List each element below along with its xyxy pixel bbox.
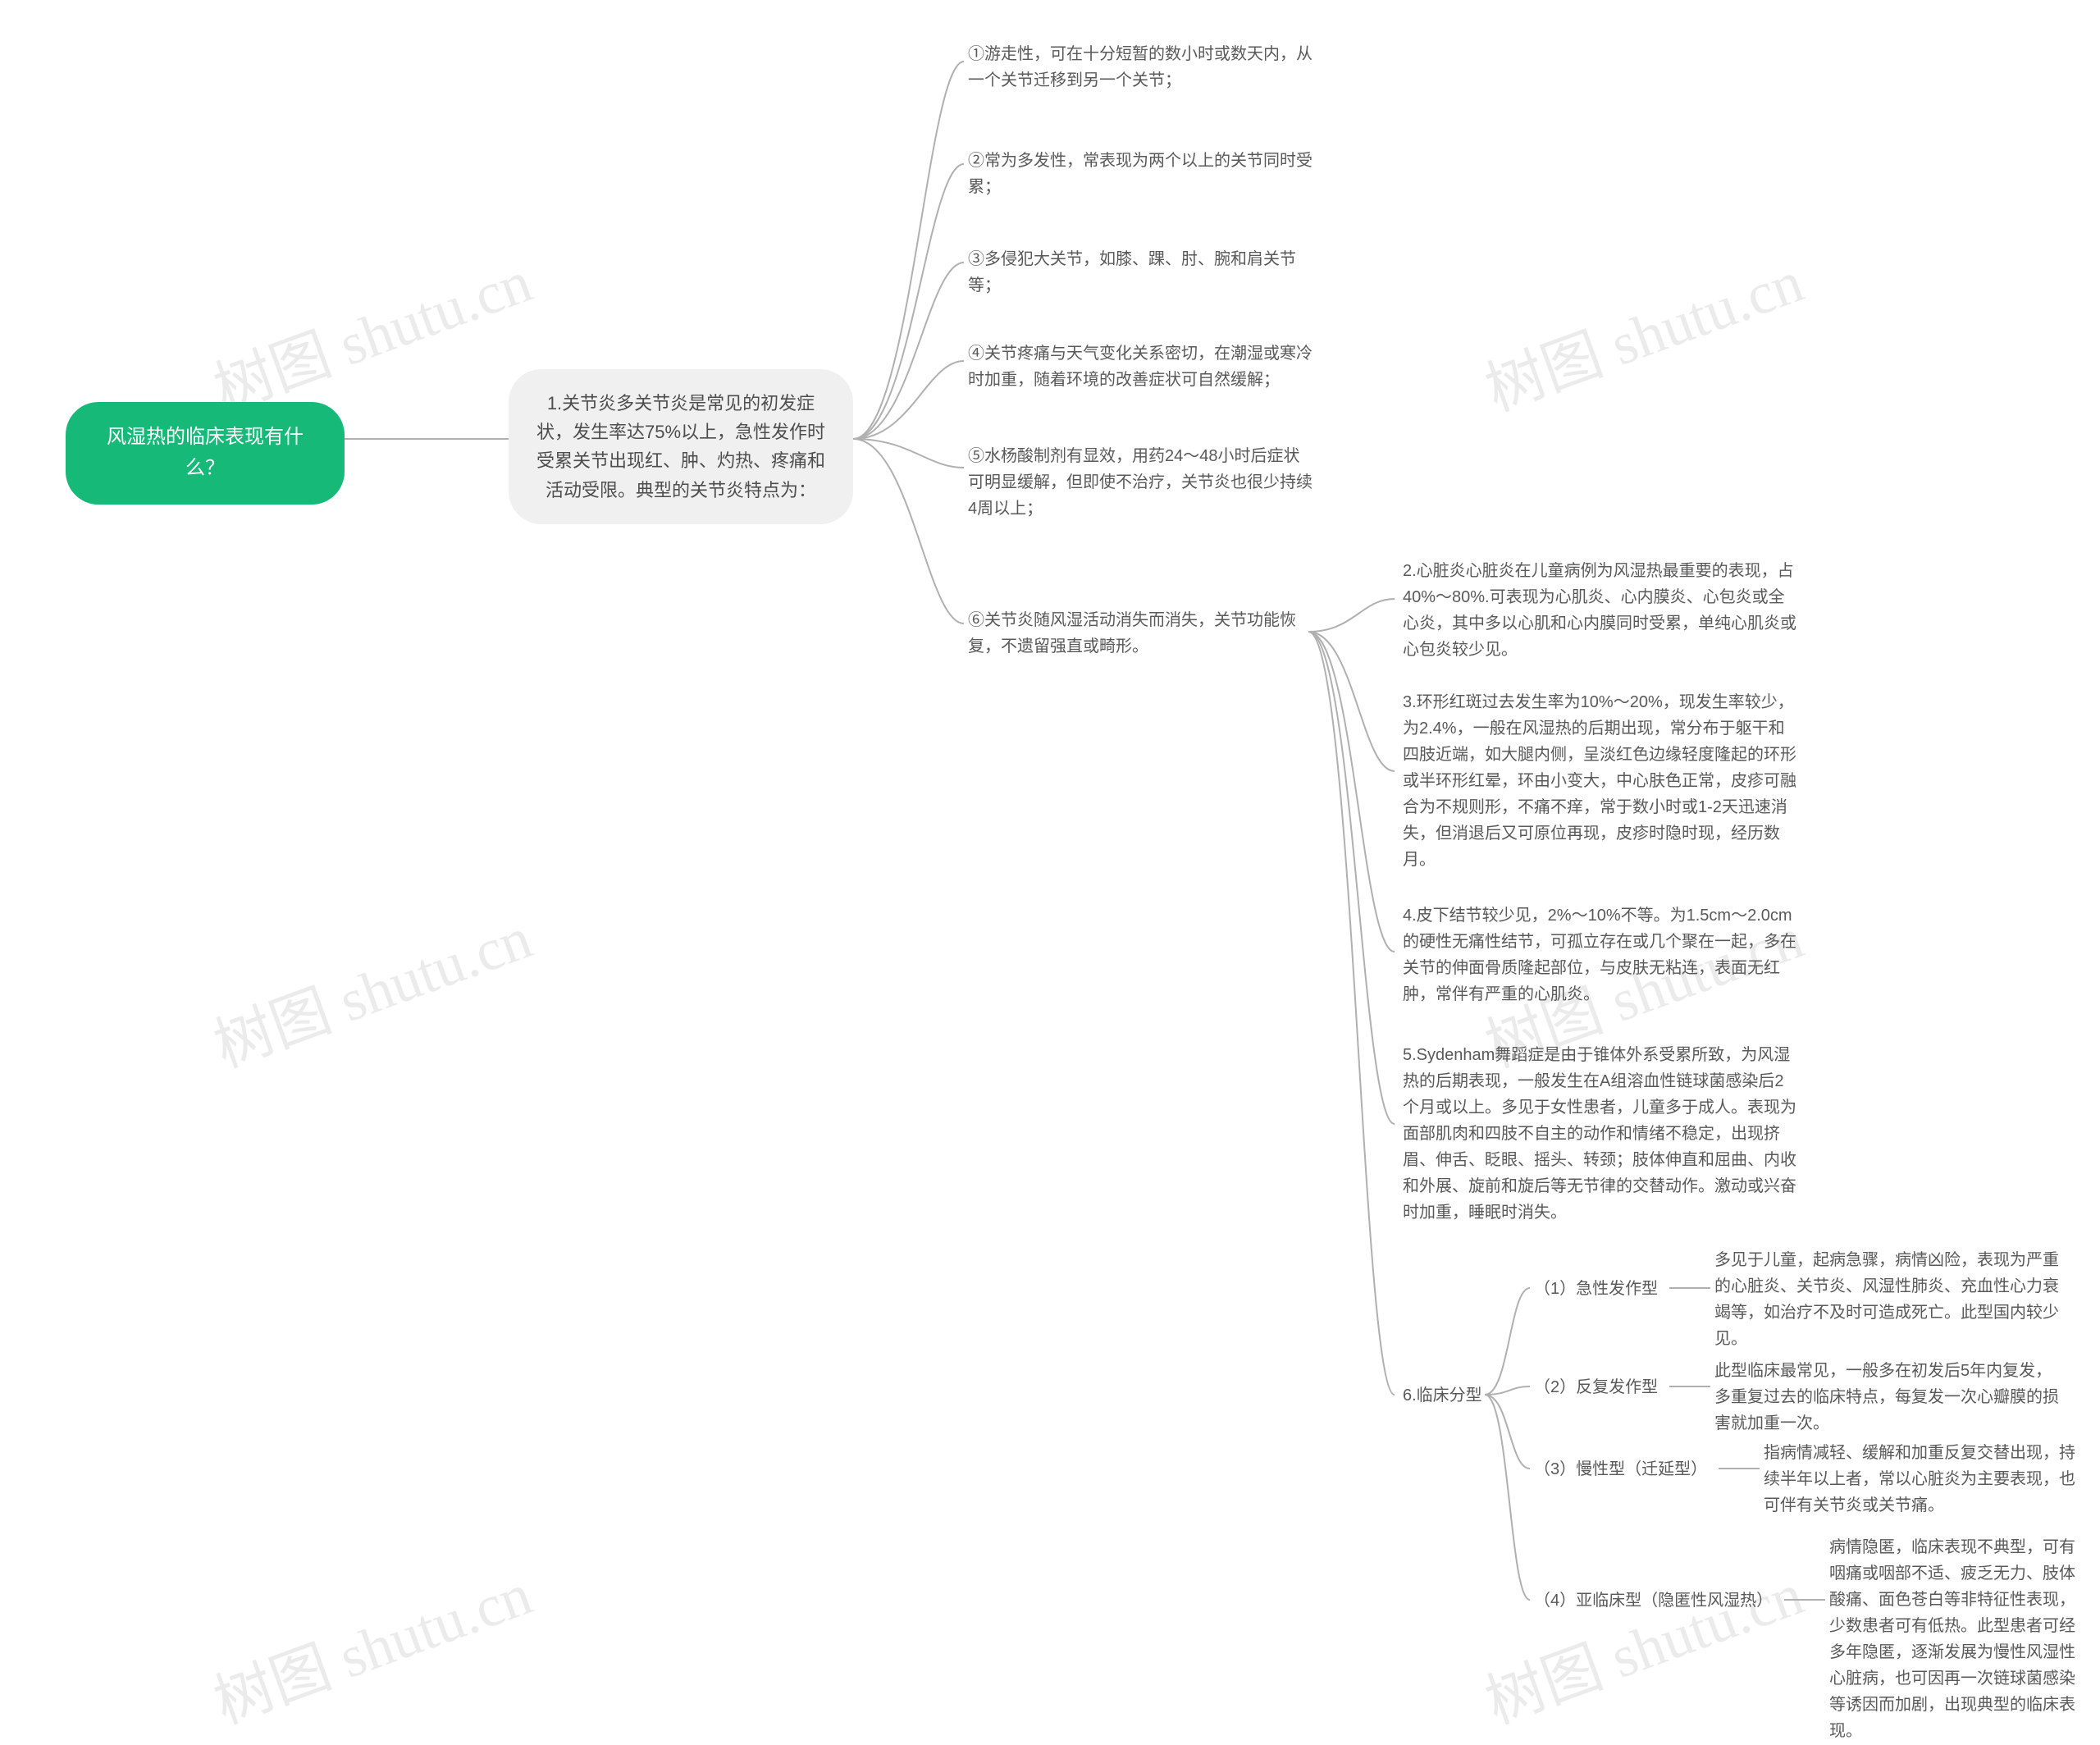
level1-label: 1.关节炎多关节炎是常见的初发症状，发生率达75%以上，急性发作时受累关节出现红… xyxy=(536,393,825,500)
watermark: 树图 shutu.cn xyxy=(200,233,541,427)
clinical-type-4-desc: 病情隐匿，临床表现不典型，可有咽痛或咽部不适、疲乏无力、肢体酸痛、面色苍白等非特… xyxy=(1829,1534,2084,1744)
section-3: 3.环形红斑过去发生率为10%～20%，现发生率较少，为2.4%，一般在风湿热的… xyxy=(1403,689,1796,873)
point-5: ⑤水杨酸制剂有显效，用药24～48小时后症状可明显缓解，但即使不治疗，关节炎也很… xyxy=(968,443,1312,522)
clinical-type-2-name: （2）反复发作型 xyxy=(1534,1374,1658,1400)
point-2: ②常为多发性，常表现为两个以上的关节同时受累； xyxy=(968,148,1312,200)
clinical-type-2-desc: 此型临床最常见，一般多在初发后5年内复发，多重复过去的临床特点，每复发一次心瓣膜… xyxy=(1714,1358,2059,1437)
clinical-types-label: 6.临床分型 xyxy=(1403,1382,1482,1409)
point-6: ⑥关节炎随风湿活动消失而消失，关节功能恢复，不遗留强直或畸形。 xyxy=(968,607,1312,660)
watermark: 树图 shutu.cn xyxy=(1472,233,1813,427)
point-3: ③多侵犯大关节，如膝、踝、肘、腕和肩关节等； xyxy=(968,246,1312,299)
level1-node: 1.关节炎多关节炎是常见的初发症状，发生率达75%以上，急性发作时受累关节出现红… xyxy=(509,369,853,524)
point-1: ①游走性，可在十分短暂的数小时或数天内，从一个关节迁移到另一个关节； xyxy=(968,41,1312,94)
watermark: 树图 shutu.cn xyxy=(1472,1546,1813,1740)
root-label: 风湿热的临床表现有什么？ xyxy=(107,426,304,479)
section-2: 2.心脏炎心脏炎在儿童病例为风湿热最重要的表现，占40%～80%.可表现为心肌炎… xyxy=(1403,558,1796,663)
clinical-type-1-name: （1）急性发作型 xyxy=(1534,1276,1658,1302)
section-4: 4.皮下结节较少见，2%～10%不等。为1.5cm～2.0cm的硬性无痛性结节，… xyxy=(1403,902,1796,1007)
clinical-type-4-name: （4）亚临床型（隐匿性风湿热） xyxy=(1534,1587,1773,1614)
watermark: 树图 shutu.cn xyxy=(200,1546,541,1740)
clinical-type-3-name: （3）慢性型（迁延型） xyxy=(1534,1456,1707,1482)
root-node: 风湿热的临床表现有什么？ xyxy=(66,402,345,505)
watermark: 树图 shutu.cn xyxy=(200,889,541,1084)
clinical-type-1-desc: 多见于儿童，起病急骤，病情凶险，表现为严重的心脏炎、关节炎、风湿性肺炎、充血性心… xyxy=(1714,1247,2059,1352)
point-4: ④关节疼痛与天气变化关系密切，在潮湿或寒冷时加重，随着环境的改善症状可自然缓解； xyxy=(968,340,1312,393)
section-5: 5.Sydenham舞蹈症是由于锥体外系受累所致，为风湿热的后期表现，一般发生在… xyxy=(1403,1042,1796,1226)
clinical-type-3-desc: 指病情减轻、缓解和加重反复交替出现，持续半年以上者，常以心脏炎为主要表现，也可伴… xyxy=(1764,1440,2075,1519)
